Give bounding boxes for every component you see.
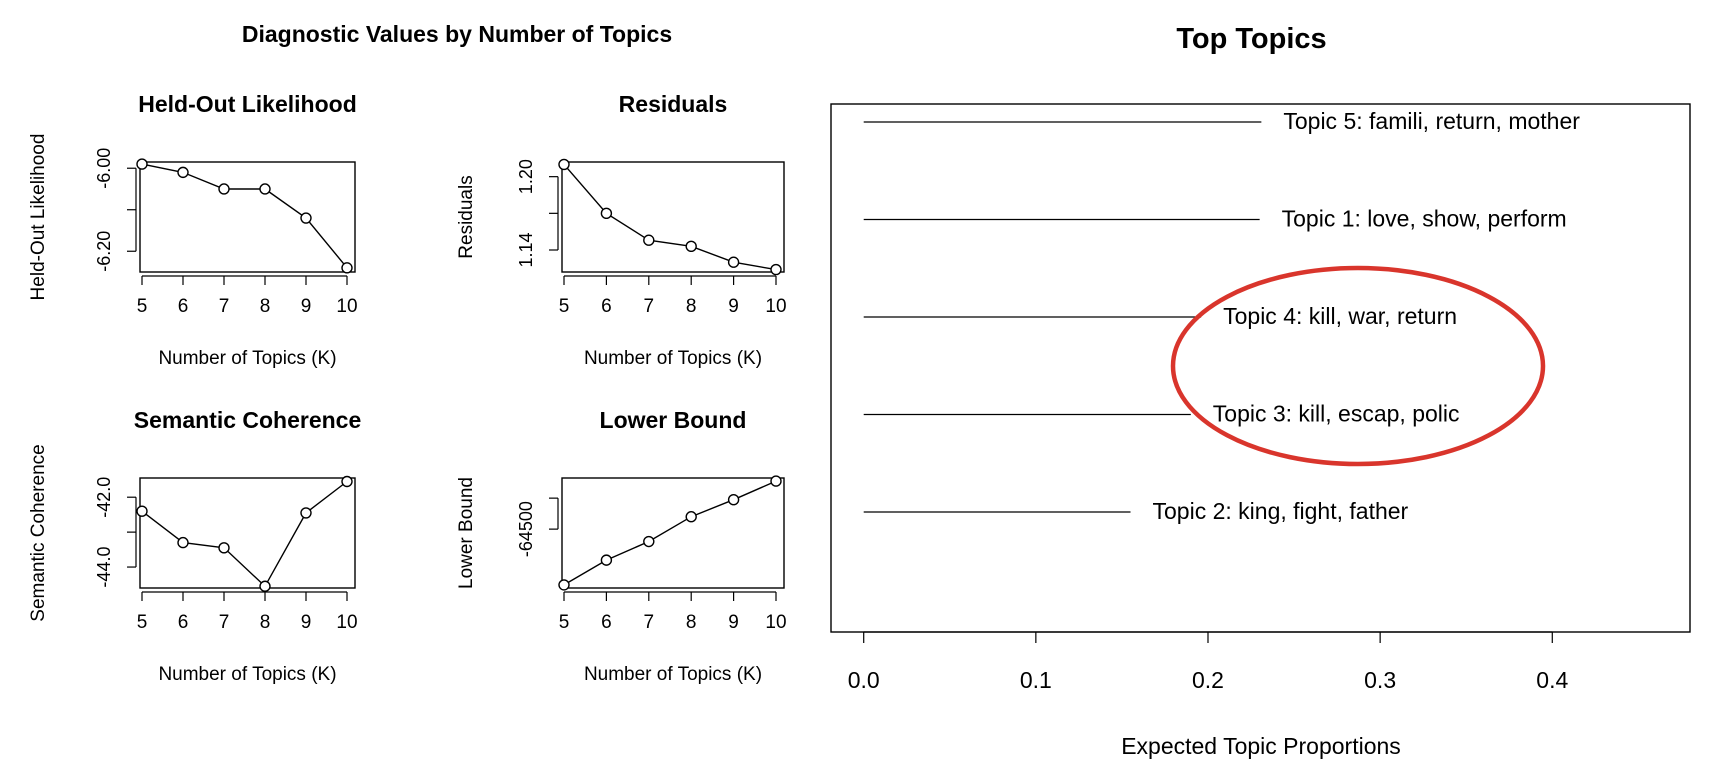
x-tick-label: 9 <box>301 296 312 317</box>
y-tick-label: -42.0 <box>94 477 114 518</box>
x-tick-label: 9 <box>728 612 739 633</box>
data-point <box>643 234 655 246</box>
data-point <box>770 263 782 276</box>
x-tick-label: 0.4 <box>1536 667 1568 693</box>
data-point <box>600 207 613 220</box>
diagnostics-figure-title: Diagnostic Values by Number of Topics <box>242 21 672 47</box>
data-point <box>727 493 740 506</box>
panel-title: Held-Out Likelihood <box>138 91 357 117</box>
y-tick-label: -6.20 <box>94 231 114 272</box>
data-point <box>341 475 353 488</box>
panel-title: Top Topics <box>1176 23 1326 55</box>
x-tick-label: 6 <box>178 612 189 633</box>
plot-frame <box>561 161 785 273</box>
series-line <box>141 480 348 588</box>
semantic-coherence-panel: Semantic Coherence Semantic Coherence Numb… <box>28 407 361 685</box>
y-tick-label: 1.20 <box>516 159 536 194</box>
data-point <box>136 505 148 517</box>
top-topics-panel: Top Topics Topic 5: famili, return, mothe… <box>830 23 1691 759</box>
x-tick-label: 8 <box>260 612 271 633</box>
topic-label: Topic 1: love, show, perform <box>1282 206 1567 232</box>
data-point <box>259 183 271 195</box>
y-tick-label: -64500 <box>516 501 536 557</box>
x-tick-label: 5 <box>137 612 148 633</box>
x-tick-label: 7 <box>644 612 655 633</box>
x-tick-label: 6 <box>601 296 612 317</box>
topic-label: Topic 3: kill, escap, polic <box>1213 401 1460 427</box>
plot-frame <box>139 477 356 589</box>
y-tick-label: -44.0 <box>94 547 114 588</box>
x-tick-label: 5 <box>559 296 570 317</box>
data-point <box>558 579 570 591</box>
x-tick-label: 0.1 <box>1020 667 1052 693</box>
data-point <box>300 212 312 224</box>
y-axis-label: Semantic Coherence <box>28 444 49 621</box>
data-point <box>727 256 740 268</box>
x-tick-label: 7 <box>219 612 230 633</box>
highlight-ellipse <box>1170 265 1546 467</box>
x-axis-label: Number of Topics (K) <box>584 348 762 369</box>
x-tick-label: 10 <box>336 612 357 633</box>
x-tick-label: 10 <box>765 612 786 633</box>
topic-label: Topic 2: king, fight, father <box>1153 498 1409 524</box>
x-tick-label: 0.2 <box>1192 667 1224 693</box>
y-axis-label: Lower Bound <box>456 477 477 589</box>
series-line <box>563 163 777 271</box>
data-point <box>218 542 230 554</box>
held-out-likelihood-panel: Held-Out Likelihood Held-Out Likelihood Nu… <box>28 91 358 369</box>
plot-frame <box>139 161 356 273</box>
x-tick-label: 6 <box>178 296 189 317</box>
x-tick-label: 8 <box>260 296 271 317</box>
data-point <box>341 262 353 274</box>
series-line <box>141 163 348 269</box>
data-point <box>558 158 570 171</box>
x-tick-label: 5 <box>137 296 148 317</box>
x-tick-label: 10 <box>336 296 357 317</box>
x-tick-label: 10 <box>765 296 786 317</box>
panel-title: Residuals <box>619 91 728 117</box>
residuals-panel: Residuals Residuals Number of Topics (K) 5 6… <box>456 91 787 369</box>
x-tick-label: 8 <box>686 612 697 633</box>
x-tick-label: 9 <box>728 296 739 317</box>
plot-frame <box>830 103 1691 633</box>
x-tick-label: 0.0 <box>848 667 880 693</box>
data-point <box>177 166 189 179</box>
y-tick-label: 1.14 <box>516 232 536 267</box>
y-tick-label: -6.00 <box>94 148 114 189</box>
panel-title: Lower Bound <box>600 407 747 433</box>
data-point <box>643 535 655 548</box>
data-point <box>685 240 697 253</box>
data-point <box>259 580 271 592</box>
x-tick-label: 7 <box>219 296 230 317</box>
x-axis-label: Expected Topic Proportions <box>1121 733 1401 759</box>
y-axis-label: Residuals <box>456 175 477 258</box>
series-line <box>563 480 777 586</box>
topic-label: Topic 5: famili, return, mother <box>1283 108 1580 134</box>
topic-label: Topic 4: kill, war, return <box>1223 303 1457 329</box>
x-tick-label: 7 <box>644 296 655 317</box>
data-point <box>177 536 189 549</box>
x-tick-label: 9 <box>301 612 312 633</box>
data-point <box>770 475 782 487</box>
plot-frame <box>561 477 785 589</box>
data-point <box>300 507 312 519</box>
panel-title: Semantic Coherence <box>134 407 362 433</box>
data-point <box>218 183 230 195</box>
x-tick-label: 5 <box>559 612 570 633</box>
data-point <box>685 511 697 523</box>
y-axis-label: Held-Out Likelihood <box>28 134 49 301</box>
x-axis-label: Number of Topics (K) <box>158 348 336 369</box>
x-tick-label: 6 <box>601 612 612 633</box>
data-point <box>136 158 148 170</box>
x-tick-label: 8 <box>686 296 697 317</box>
data-point <box>600 554 613 566</box>
x-tick-label: 0.3 <box>1364 667 1396 693</box>
x-axis-label: Number of Topics (K) <box>158 664 336 685</box>
x-axis-label: Number of Topics (K) <box>584 664 762 685</box>
lower-bound-panel: Lower Bound Lower Bound Number of Topics (… <box>456 407 787 685</box>
